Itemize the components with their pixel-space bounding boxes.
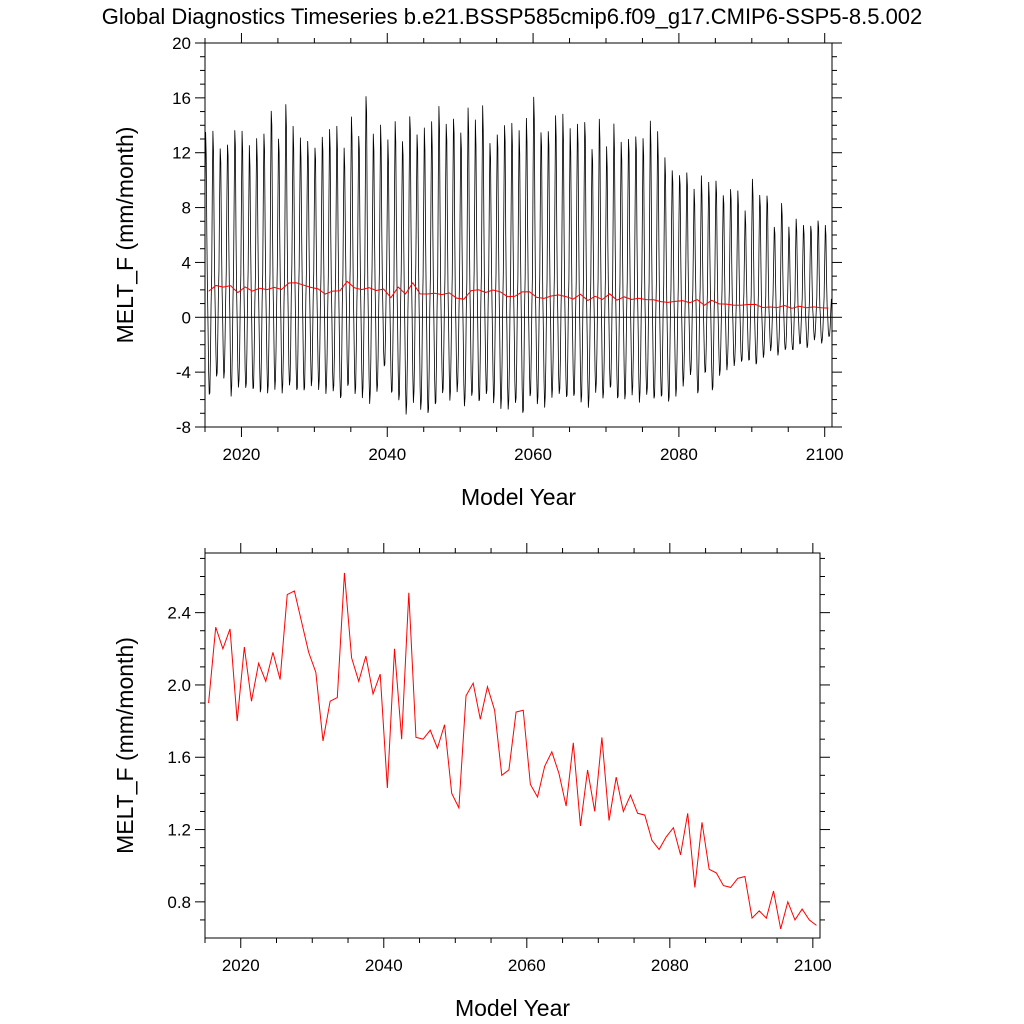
y-tick-label: 0.8 [167,893,191,912]
y-tick-label: 4 [182,253,191,272]
y-axis-title: MELT_F (mm/month) [112,637,138,854]
y-tick-label: -8 [176,418,191,437]
x-tick-label: 2080 [660,445,698,464]
y-tick-label: 1.2 [167,821,191,840]
y-axis-title: MELT_F (mm/month) [112,127,138,344]
x-axis-title: Model Year [461,484,576,510]
bottom-panel: 2020 2040 2060 2080 2100 0.8 1.2 1.6 2.0 2.4 Model… [112,543,832,1021]
y-tick-label: 2.4 [167,604,191,623]
x-tick-label: 2100 [794,956,832,975]
annual-mean-line [208,572,817,930]
x-tick-label: 2100 [806,445,844,464]
y-tick-label: 20 [172,34,191,53]
x-tick-label: 2080 [651,956,689,975]
x-tick-label: 2040 [368,445,406,464]
y-tick-label: 16 [172,89,191,108]
x-tick-label: 2040 [365,956,403,975]
plot-frame [204,552,821,939]
y-tick-label: 0 [182,308,191,327]
chart-title: Global Diagnostics Timeseries b.e21.BSSP… [102,4,923,29]
y-tick-label: 2.0 [167,676,191,695]
x-tick-label: 2020 [223,445,261,464]
top-panel: 2020 2040 2060 2080 2100 -8 -4 0 4 8 12 16 20 Model Y… [112,33,844,510]
y-tick-label: 1.6 [167,748,191,767]
y-tick-label: -4 [176,363,191,382]
y-tick-label: 12 [172,144,191,163]
x-tick-label: 2060 [508,956,546,975]
x-tick-label: 2020 [222,956,260,975]
x-tick-label: 2060 [514,445,552,464]
x-axis-title: Model Year [455,995,570,1021]
annual-mean-line [208,280,829,309]
y-tick-label: 8 [182,199,191,218]
monthly-series-line [204,96,832,415]
